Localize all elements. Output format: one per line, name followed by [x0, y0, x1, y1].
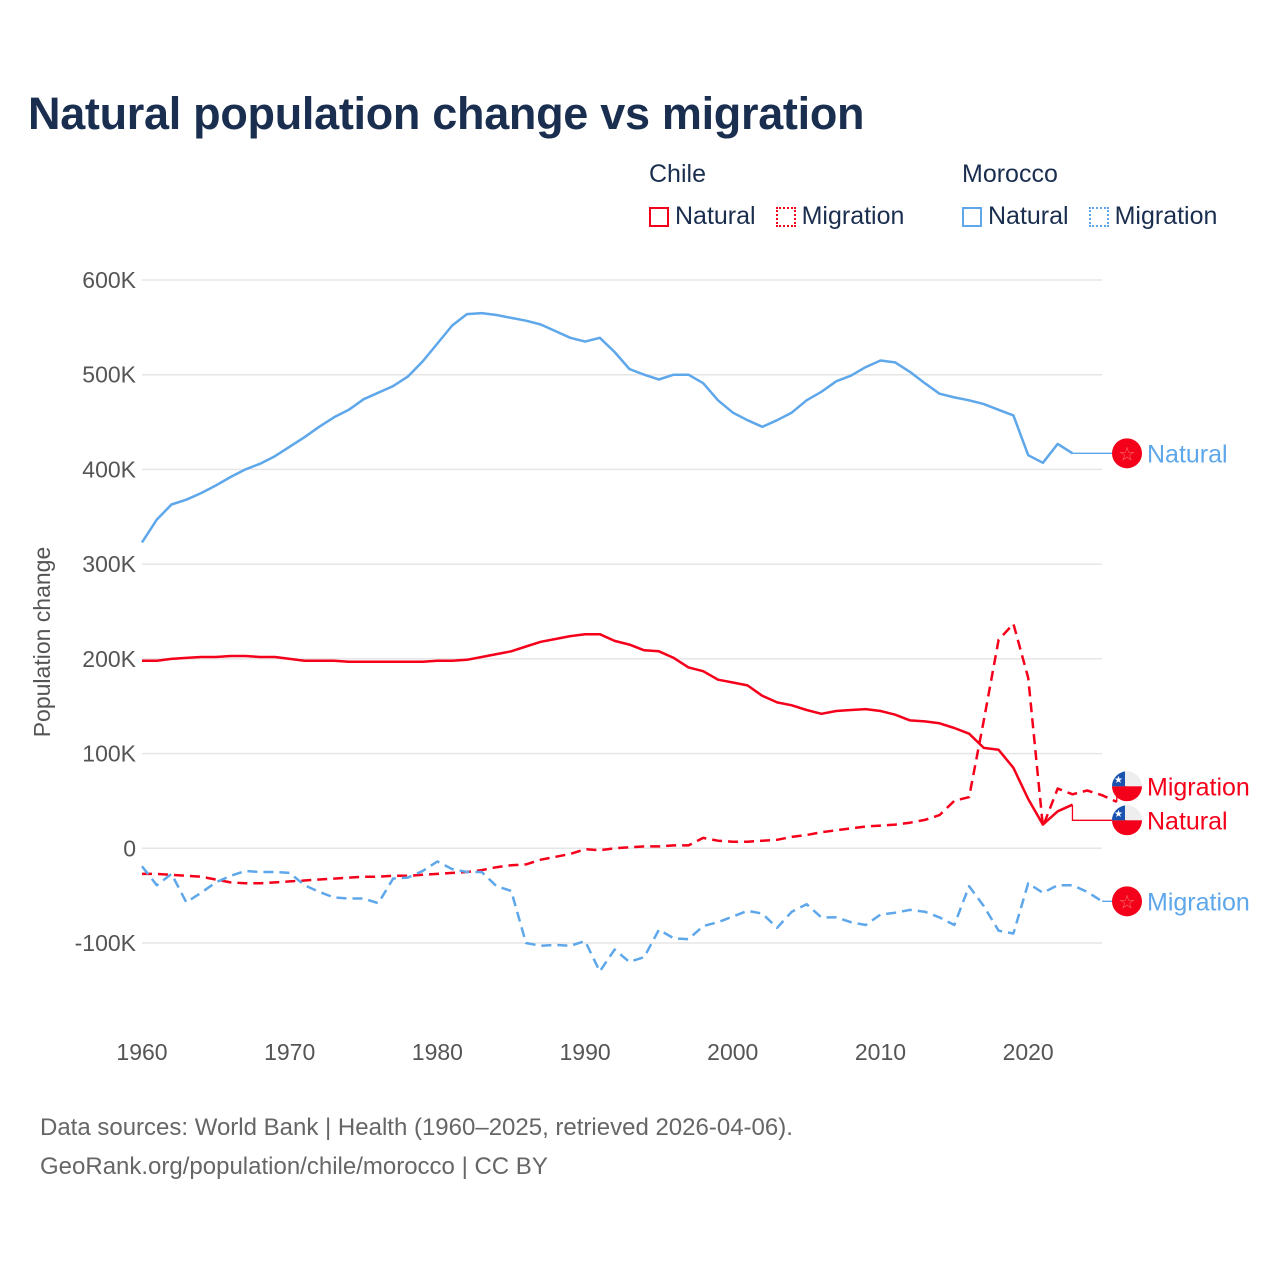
series-line-morocco-migration[interactable]: [141, 860, 1103, 973]
legend-label: Migration: [1114, 202, 1218, 230]
svg-text:☆: ☆: [1118, 892, 1135, 913]
legend-swatch-dotted: [1088, 206, 1109, 227]
chile-flag-icon: ★: [1112, 771, 1142, 802]
series-line-morocco-natural[interactable]: [140, 311, 1074, 544]
y-tick-label: 600K: [82, 267, 136, 293]
legend-group-title: Chile: [649, 160, 706, 188]
y-tick-label: 0: [123, 835, 136, 861]
footer: Data sources: World Bank | Health (1960–…: [40, 1108, 793, 1186]
legend-item-morocco-migration[interactable]: Migration: [1088, 202, 1218, 231]
svg-text:★: ★: [1114, 775, 1123, 786]
end-label-morocco-natural: Natural: [1147, 440, 1228, 468]
x-tick-label: 1970: [264, 1039, 315, 1065]
legend-swatch-dotted: [775, 206, 796, 227]
end-label-chile-migration: Migration: [1147, 773, 1250, 801]
y-tick-label: 300K: [82, 551, 136, 577]
legend-label: Natural: [988, 202, 1069, 230]
x-tick-label: 1960: [116, 1039, 167, 1065]
footer-source: Data sources: World Bank | Health (1960–…: [40, 1114, 793, 1141]
legend-label: Natural: [675, 202, 756, 230]
legend-item-chile-natural[interactable]: Natural: [649, 202, 756, 231]
x-tick-label: 2020: [1003, 1039, 1054, 1065]
label-connector: [1071, 804, 1127, 821]
line-chart: -100K 0 100K 200K 300K 400K 500K 600K 1960 1970 1…: [29, 267, 1250, 1065]
footer-attribution[interactable]: GeoRank.org/population/chile/morocco | C…: [40, 1153, 548, 1180]
chile-flag-icon: ★: [1112, 805, 1142, 836]
legend-group-morocco: Morocco Natural Migration: [962, 160, 1217, 231]
chart-title: Natural population change vs migration: [28, 88, 865, 139]
morocco-flag-icon: ☆: [1112, 886, 1142, 917]
y-tick-label: 100K: [82, 741, 136, 767]
x-tick-label: 1980: [412, 1039, 463, 1065]
x-tick-label: 2000: [707, 1039, 758, 1065]
legend-item-chile-migration[interactable]: Migration: [775, 202, 905, 231]
legend-item-morocco-natural[interactable]: Natural: [962, 202, 1069, 231]
y-tick-label: -100K: [75, 930, 137, 956]
svg-text:☆: ☆: [1118, 444, 1135, 465]
y-tick-label: 400K: [82, 456, 136, 482]
svg-text:★: ★: [1114, 809, 1123, 820]
legend-group-title: Morocco: [962, 160, 1058, 188]
end-label-morocco-migration: Migration: [1147, 888, 1250, 916]
y-tick-label: 200K: [82, 646, 136, 672]
y-tick-label: 500K: [82, 362, 136, 388]
x-tick-label: 2010: [855, 1039, 906, 1065]
y-axis-label: Population change: [29, 547, 55, 738]
morocco-flag-icon: ☆: [1112, 438, 1142, 469]
series-line-chile-migration[interactable]: [142, 622, 1118, 885]
legend-swatch-solid: [962, 206, 982, 227]
x-tick-label: 1990: [559, 1039, 610, 1065]
legend-label: Migration: [801, 202, 905, 230]
end-label-chile-natural: Natural: [1147, 807, 1228, 835]
legend-swatch-solid: [649, 206, 669, 227]
series-line-chile-natural[interactable]: [142, 632, 1074, 826]
legend-group-chile: Chile Natural Migration: [649, 160, 904, 231]
